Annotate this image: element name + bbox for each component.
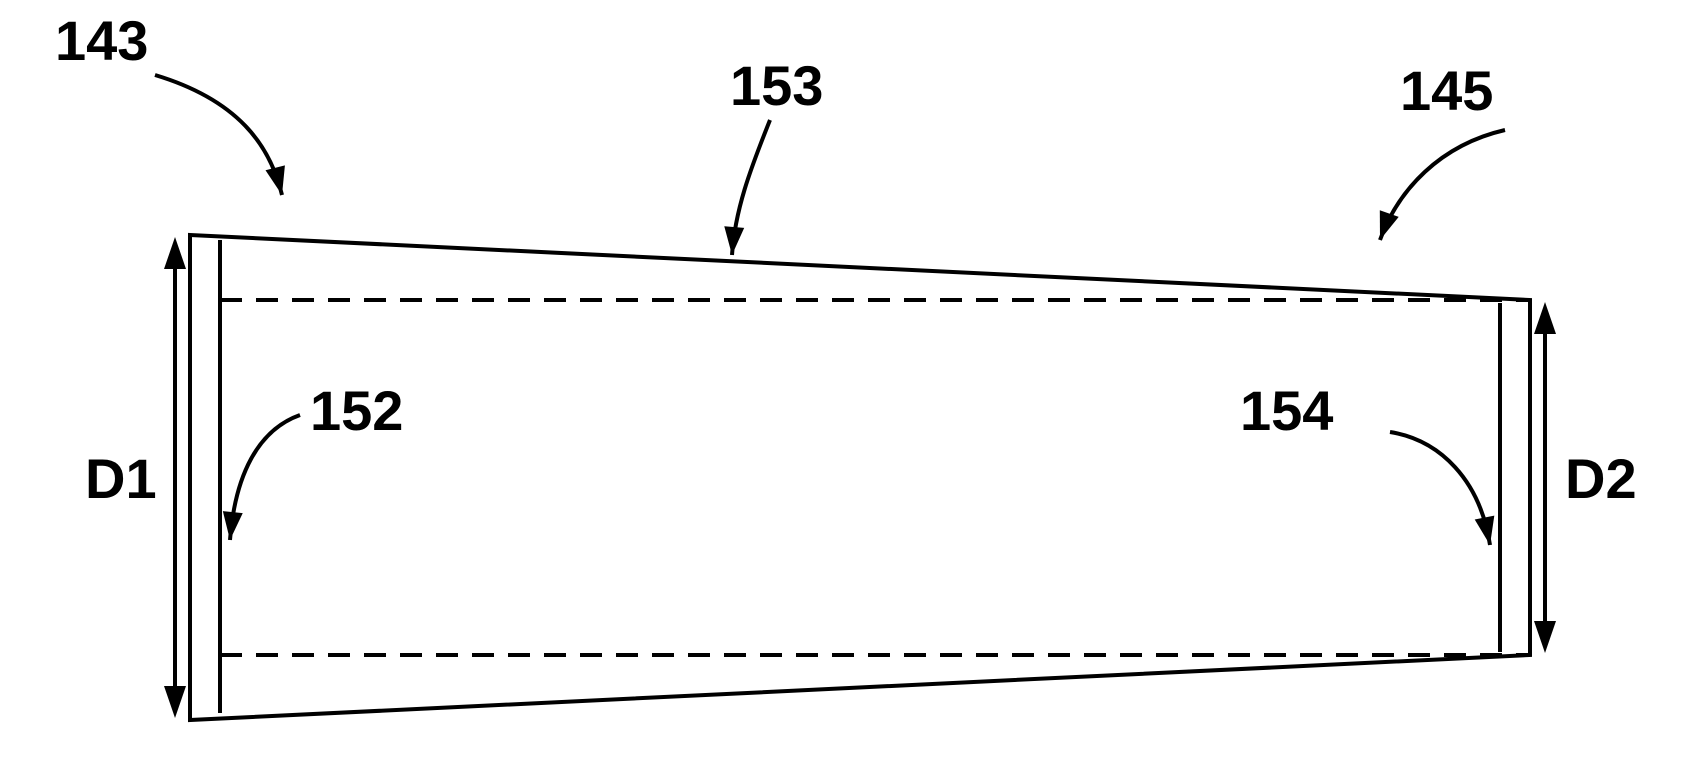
callout-145-arrowhead	[1380, 210, 1399, 240]
dimension-D1-label: D1	[85, 447, 157, 510]
callout-143-leader	[155, 75, 282, 195]
callout-152-label: 152	[310, 379, 403, 442]
callout-154-leader	[1390, 432, 1490, 545]
trapezoid-outline	[190, 235, 1530, 720]
dimension-D1-arrow-top	[164, 237, 186, 269]
callout-152-arrowhead	[223, 511, 243, 540]
callout-145-label: 145	[1400, 59, 1493, 122]
dimension-D2-arrow-top	[1534, 302, 1556, 334]
dimension-D1-arrow-bottom	[164, 686, 186, 718]
diagram-svg: D1 D2 143 145 152 153 154	[0, 0, 1706, 776]
callout-145-leader	[1380, 130, 1505, 240]
callout-143-arrowhead	[266, 165, 285, 195]
dimension-D2-arrow-bottom	[1534, 621, 1556, 653]
callout-143-label: 143	[55, 9, 148, 72]
callout-154-arrowhead	[1475, 516, 1495, 545]
callout-152-leader	[230, 415, 300, 540]
dimension-D2-label: D2	[1565, 447, 1637, 510]
callout-154-label: 154	[1240, 379, 1333, 442]
callout-153-label: 153	[730, 54, 823, 117]
